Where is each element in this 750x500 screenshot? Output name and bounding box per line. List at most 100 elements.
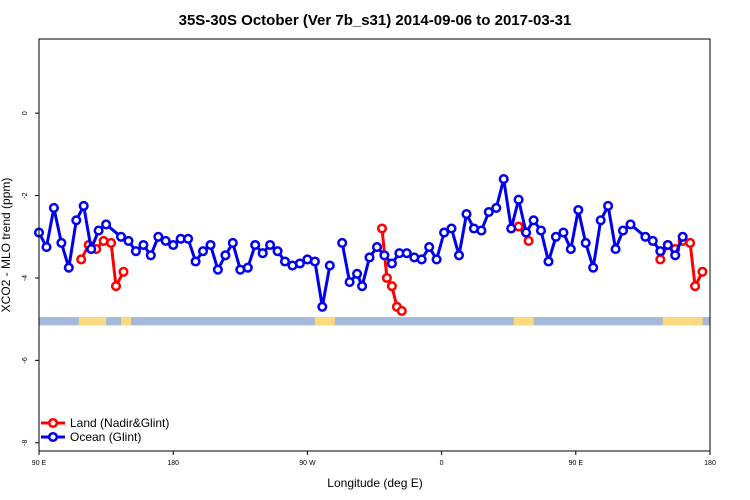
- land-segment: [662, 317, 703, 326]
- data-point: [78, 200, 89, 211]
- data-point: [595, 215, 606, 226]
- data-point: [205, 239, 216, 251]
- legend-land-marker: [47, 417, 59, 429]
- y-tick-label: 0: [22, 111, 29, 115]
- data-point: [63, 262, 74, 273]
- data-point: [521, 227, 532, 238]
- data-point: [265, 239, 276, 251]
- data-point: [580, 237, 591, 248]
- y-tick-label: -4: [22, 275, 29, 281]
- data-point: [565, 244, 576, 255]
- land-segment: [78, 317, 107, 326]
- plot-frame: [38, 38, 711, 452]
- data-point: [71, 215, 82, 226]
- y-tick-label: -2: [22, 192, 29, 198]
- x-tick-label: 0: [440, 460, 444, 467]
- data-point: [257, 248, 268, 259]
- data-point: [190, 256, 201, 267]
- data-point: [145, 250, 156, 261]
- data-point: [617, 225, 629, 236]
- data-point: [453, 250, 465, 261]
- data-point: [558, 227, 569, 238]
- data-point: [690, 281, 701, 292]
- x-tick-label: 90 E: [32, 460, 47, 467]
- data-point: [364, 252, 375, 263]
- data-point: [625, 219, 636, 230]
- x-tick-label: 180: [704, 460, 716, 467]
- legend-land-label: Land (Nadir&Glint): [70, 416, 169, 430]
- legend-ocean-marker: [47, 431, 59, 443]
- data-point: [101, 219, 112, 230]
- data-point: [115, 231, 127, 242]
- data-point: [461, 209, 472, 220]
- data-point: [220, 250, 231, 261]
- data-point: [655, 254, 666, 265]
- data-point: [550, 231, 561, 242]
- data-point: [603, 200, 614, 211]
- data-point: [324, 260, 335, 271]
- data-point: [371, 242, 383, 253]
- data-point: [401, 248, 412, 259]
- legend: Land (Nadir&Glint) Ocean (Glint): [41, 416, 169, 444]
- data-point: [317, 301, 328, 312]
- data-point: [309, 256, 320, 267]
- data-point: [76, 254, 87, 265]
- data-point: [498, 174, 509, 185]
- data-point: [153, 231, 164, 242]
- data-point: [357, 281, 368, 292]
- chart-title: 35S-30S October (Ver 7b_s31) 2014-09-06 …: [179, 12, 572, 29]
- data-point: [439, 227, 450, 238]
- data-point: [655, 246, 666, 257]
- data-point: [168, 239, 179, 251]
- data-point: [86, 244, 97, 255]
- data-point: [685, 237, 696, 248]
- data-point: [93, 225, 104, 236]
- data-point: [212, 264, 223, 275]
- data-point: [424, 242, 435, 253]
- x-tick-label: 180: [167, 460, 179, 467]
- data-point: [106, 237, 117, 248]
- data-point: [130, 246, 141, 257]
- data-point: [573, 204, 584, 216]
- data-point: [110, 281, 122, 292]
- data-point: [227, 237, 238, 248]
- data-point: [41, 242, 52, 253]
- data-point: [528, 215, 539, 226]
- data-point: [446, 223, 457, 234]
- data-point: [513, 194, 524, 205]
- ocean-band: [39, 317, 710, 326]
- data-point: [337, 237, 348, 248]
- data-point: [352, 268, 363, 279]
- data-point: [677, 231, 688, 242]
- y-tick-label: -8: [22, 440, 29, 446]
- data-point: [431, 254, 442, 265]
- data-point: [279, 256, 291, 267]
- data-point: [118, 266, 129, 277]
- land-segment: [314, 317, 335, 326]
- data-point: [381, 272, 392, 284]
- data-point: [588, 262, 599, 273]
- series-ocean: [33, 174, 688, 312]
- data-point: [476, 225, 487, 236]
- data-point: [197, 246, 209, 257]
- data-point: [386, 258, 397, 269]
- data-point: [396, 305, 407, 316]
- data-point: [610, 244, 621, 255]
- data-point: [670, 250, 681, 261]
- data-point: [379, 250, 390, 261]
- x-axis-ticks: 90 E 180 90 W 0 90 E 180: [32, 451, 716, 467]
- data-point: [138, 239, 149, 251]
- x-tick-label: 90 E: [569, 460, 584, 467]
- x-axis-label: Longitude (deg E): [327, 476, 422, 490]
- series-layer: [33, 174, 708, 316]
- data-point: [523, 235, 534, 246]
- data-point: [242, 262, 253, 273]
- data-point: [543, 256, 554, 267]
- land-segment: [121, 317, 131, 326]
- data-point: [250, 239, 261, 251]
- y-tick-label: -6: [22, 357, 29, 363]
- data-point: [483, 206, 494, 218]
- series-line: [340, 177, 685, 288]
- data-point: [294, 258, 305, 269]
